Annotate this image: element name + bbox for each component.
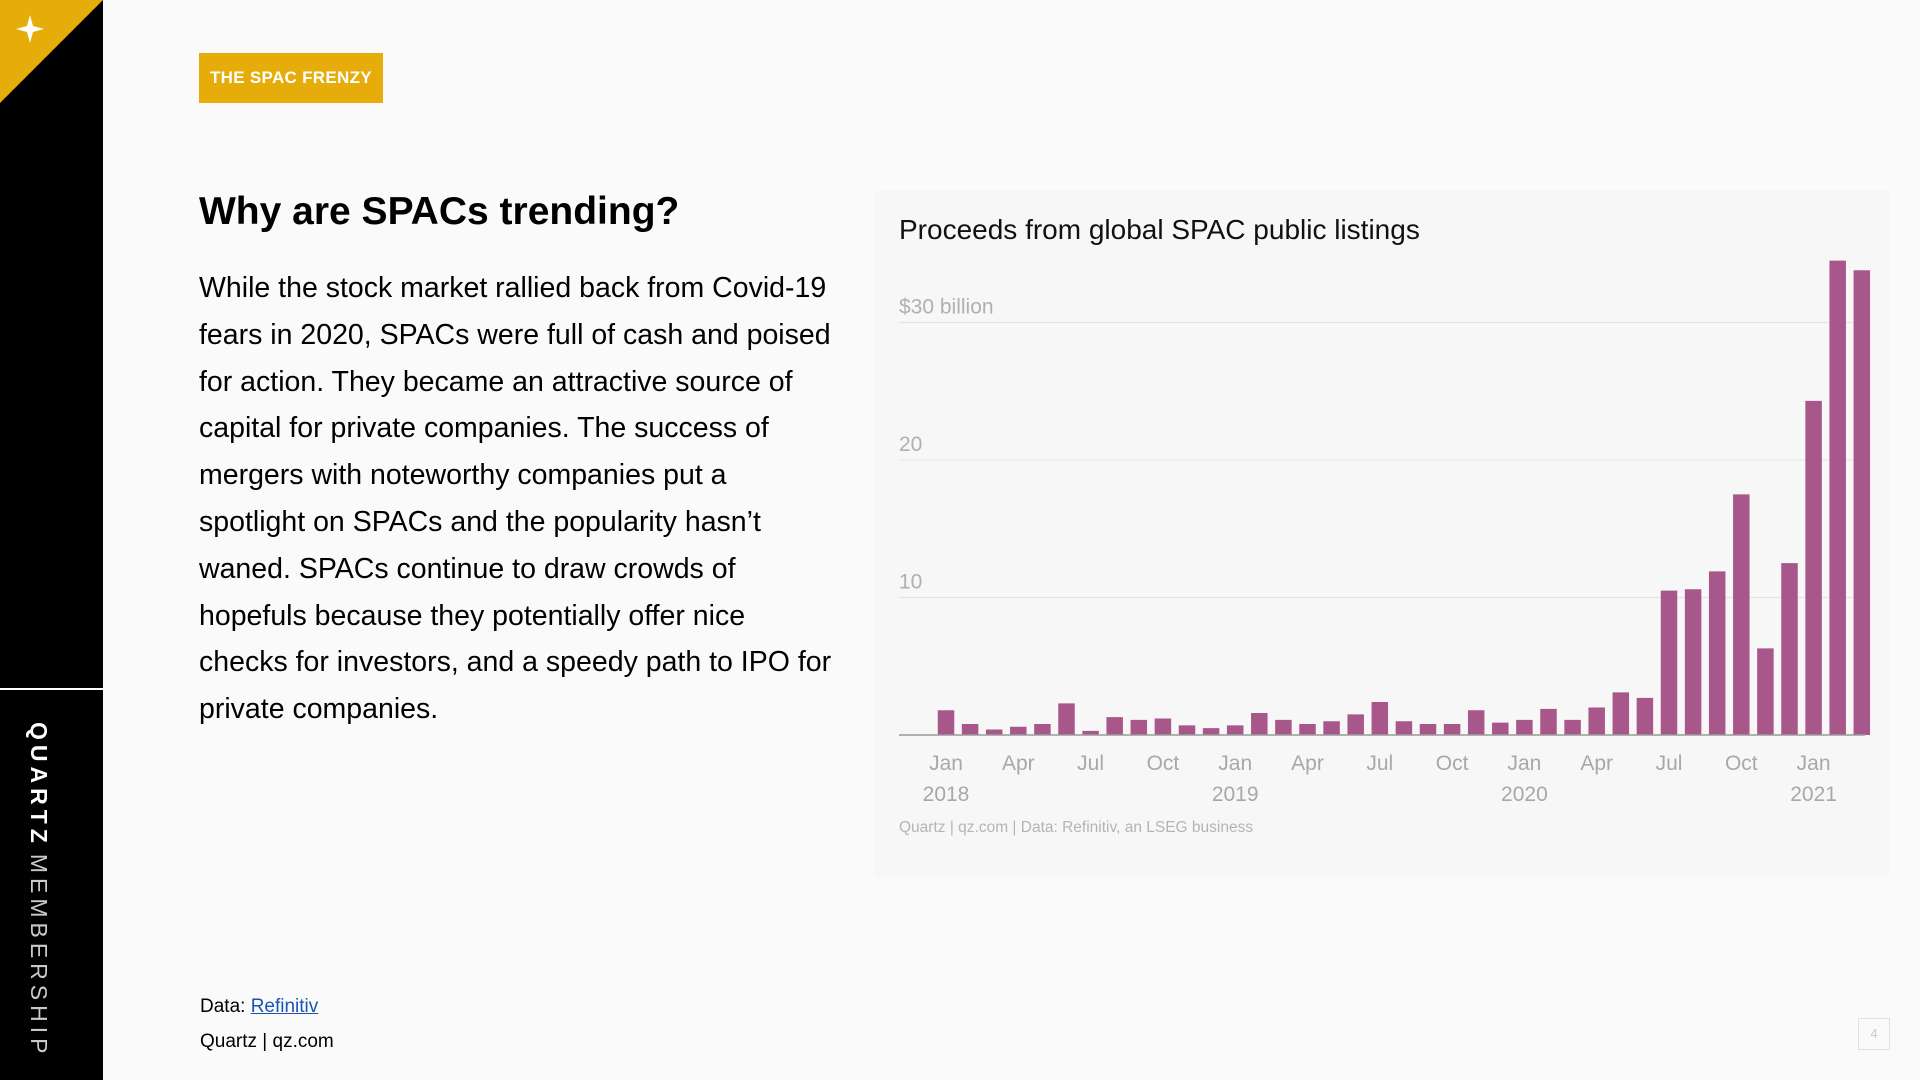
bar [1612, 692, 1630, 735]
bar [1781, 563, 1798, 735]
x-tick-year-label: 2021 [1790, 783, 1837, 806]
x-tick-label: Jan [1797, 752, 1831, 775]
bar [1540, 708, 1557, 735]
x-tick-label: Jul [1366, 752, 1393, 775]
x-tick-label: Jan [1218, 752, 1252, 775]
bar [1371, 702, 1389, 735]
x-tick-year-label: 2020 [1501, 783, 1548, 806]
bar [961, 724, 979, 735]
corner-triangle [0, 0, 103, 103]
bar [1636, 697, 1654, 735]
bar [1202, 728, 1220, 735]
x-tick-label: Apr [1580, 752, 1613, 775]
credit-line: Quartz | qz.com [200, 1031, 334, 1052]
page-number: 4 [1858, 1018, 1890, 1050]
x-tick-label: Oct [1436, 752, 1469, 775]
bar [985, 729, 1003, 735]
bar [1275, 719, 1292, 735]
sidebar: QUARTZ MEMBERSHIP [0, 0, 103, 1080]
x-tick-label: Jul [1656, 752, 1683, 775]
bar [1010, 726, 1027, 735]
bar [1058, 703, 1075, 735]
x-tick-label: Apr [1002, 752, 1035, 775]
bar [1564, 719, 1581, 735]
bar [1395, 721, 1413, 735]
bar [1034, 724, 1051, 735]
bar [1660, 590, 1678, 735]
body-paragraph: While the stock market rallied back from… [199, 272, 832, 726]
x-tick-label: Apr [1291, 752, 1324, 775]
bar [1226, 725, 1244, 735]
bar [1130, 719, 1148, 735]
y-tick-label: $30 billion [899, 296, 994, 319]
x-tick-year-label: 2018 [923, 783, 970, 806]
refinitiv-link[interactable]: Refinitiv [250, 996, 319, 1017]
y-tick-label: 20 [899, 433, 922, 456]
headline: Why are SPACs trending? [199, 190, 680, 233]
bar [1853, 270, 1871, 735]
chart-source: Quartz | qz.com | Data: Refinitiv, an LS… [899, 819, 1254, 836]
bar [1588, 707, 1605, 735]
x-tick-label: Jul [1077, 752, 1104, 775]
bar [1516, 719, 1533, 735]
bar [1154, 718, 1172, 735]
x-tick-label: Oct [1147, 752, 1180, 775]
bar [1829, 260, 1846, 735]
bar [1733, 494, 1750, 735]
x-tick-year-label: 2019 [1212, 783, 1259, 806]
bar [1684, 589, 1702, 735]
y-tick-label: 10 [899, 571, 922, 594]
bar [1323, 721, 1340, 735]
data-source: Data: Refinitiv [200, 996, 318, 1018]
brand-subtitle: MEMBERSHIP [26, 853, 52, 1059]
brand-logo: QUARTZ MEMBERSHIP [25, 722, 52, 1058]
corner-badge [0, 0, 103, 103]
bar [1492, 722, 1509, 735]
bar [1299, 724, 1316, 735]
bar-chart: 10 20 $30 billion Jan 2018 Apr Jul Oct Jan 2019 Ap… [899, 260, 1871, 806]
source-prefix: Data: [200, 996, 251, 1017]
section-tag: THE SPAC FRENZY [199, 53, 383, 103]
bar [1419, 724, 1437, 735]
bar [1443, 724, 1461, 735]
bar [1178, 725, 1196, 735]
brand-name: QUARTZ [26, 722, 52, 848]
bar [1347, 714, 1364, 735]
bar [1082, 730, 1099, 735]
x-tick-label: Jan [1507, 752, 1541, 775]
bar [1708, 571, 1726, 735]
bar [1805, 400, 1822, 735]
x-tick-label: Oct [1725, 752, 1758, 775]
bar [1106, 717, 1123, 735]
sparkle-icon [16, 15, 44, 43]
bar [1467, 710, 1485, 735]
chart-panel: 10 20 $30 billion Jan 2018 Apr Jul Oct Jan 2019 Ap… [875, 190, 1890, 876]
sidebar-divider [0, 688, 103, 690]
bar [1757, 648, 1774, 735]
x-tick-label: Jan [929, 752, 963, 775]
chart-title: Proceeds from global SPAC public listing… [899, 214, 1420, 245]
bar [937, 710, 955, 735]
bar [1251, 713, 1268, 735]
